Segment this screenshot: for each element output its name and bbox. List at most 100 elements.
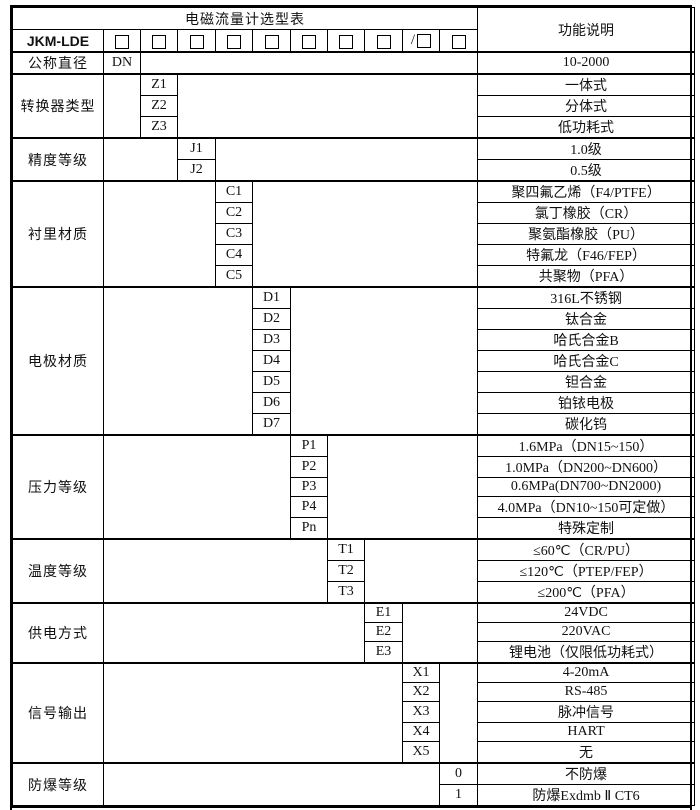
empty-cell xyxy=(103,137,178,182)
desc-cell: 分体式 xyxy=(477,95,696,117)
signal-checkbox[interactable] xyxy=(417,33,432,48)
desc-cell: 316L不锈钢 xyxy=(477,286,696,309)
desc-cell: 低功耗式 xyxy=(477,116,696,139)
slash-separator: / xyxy=(410,32,416,49)
model-prefix-label: JKM-LDE xyxy=(12,29,104,53)
code-cell: D7 xyxy=(252,413,291,436)
checkbox-cell-pressure[interactable] xyxy=(290,29,328,53)
code-cell: D5 xyxy=(252,371,291,393)
accuracy-checkbox[interactable] xyxy=(189,34,204,49)
code-cell: X1 xyxy=(402,662,440,683)
code-cell: X2 xyxy=(402,682,440,702)
dn-checkbox[interactable] xyxy=(115,34,129,49)
desc-cell: 一体式 xyxy=(477,73,696,96)
code-cell: E1 xyxy=(364,602,403,623)
desc-cell: 哈氏合金B xyxy=(477,329,696,351)
desc-cell: RS-485 xyxy=(477,682,696,702)
checkbox-cell-dn[interactable] xyxy=(103,29,141,53)
code-cell: X4 xyxy=(402,722,440,742)
power-checkbox[interactable] xyxy=(376,34,391,49)
selection-sheet: 电磁流量计选型表 功能说明 JKM-LDE / 公称直径 DN 10-2000 … xyxy=(10,5,696,810)
desc-cell: 哈氏合金C xyxy=(477,350,696,372)
code-cell: 0 xyxy=(438,762,479,785)
function-column-header: 功能说明 xyxy=(477,7,696,53)
desc-cell: 氯丁橡胶（CR） xyxy=(477,202,696,224)
desc-cell: 脉冲信号 xyxy=(477,701,696,723)
code-cell: D4 xyxy=(252,350,291,372)
desc-cell: 碳化钨 xyxy=(477,413,696,436)
checkbox-cell-explosion[interactable] xyxy=(438,29,479,53)
checkbox-cell-converter[interactable] xyxy=(140,29,178,53)
desc-cell: HART xyxy=(477,722,696,742)
desc-cell: 1.6MPa（DN15~150） xyxy=(477,434,696,457)
empty-cell xyxy=(103,762,440,806)
category-label-converter: 转换器类型 xyxy=(12,73,104,139)
code-cell: P2 xyxy=(290,456,328,478)
code-cell: Z2 xyxy=(140,95,178,117)
category-label-electrode: 电极材质 xyxy=(12,286,104,436)
selection-table: 电磁流量计选型表 功能说明 JKM-LDE / 公称直径 DN 10-2000 … xyxy=(11,7,696,806)
desc-cell: 0.5级 xyxy=(477,159,696,182)
desc-cell: 24VDC xyxy=(477,602,696,623)
code-cell: J1 xyxy=(177,137,216,160)
checkbox-cell-accuracy[interactable] xyxy=(177,29,216,53)
category-label-power: 供电方式 xyxy=(12,602,104,664)
desc-cell: 不防爆 xyxy=(477,762,696,785)
code-cell: P3 xyxy=(290,477,328,497)
empty-cell xyxy=(214,137,479,182)
empty-cell xyxy=(103,73,141,139)
code-cell: C5 xyxy=(215,265,253,288)
code-cell: E3 xyxy=(364,641,403,664)
empty-cell xyxy=(438,662,479,764)
empty-cell xyxy=(139,51,479,75)
code-cell: X5 xyxy=(402,741,440,764)
page-title: 电磁流量计选型表 xyxy=(11,7,479,30)
empty-cell xyxy=(176,73,479,139)
desc-cell: 220VAC xyxy=(477,622,696,642)
desc-cell: 4.0MPa（DN10~150可定做） xyxy=(477,496,696,518)
desc-cell: 钛合金 xyxy=(477,308,696,330)
code-cell: T3 xyxy=(327,581,365,604)
desc-cell: 0.6MPa(DN700~DN2000) xyxy=(477,477,696,497)
category-label-dn: 公称直径 xyxy=(12,51,104,75)
pressure-checkbox[interactable] xyxy=(302,34,316,49)
category-label-lining: 衬里材质 xyxy=(12,180,104,288)
empty-cell xyxy=(103,434,291,540)
code-cell: Z3 xyxy=(140,116,178,139)
checkbox-cell-signal[interactable]: / xyxy=(402,29,440,53)
checkbox-cell-lining[interactable] xyxy=(215,29,253,53)
checkbox-cell-electrode[interactable] xyxy=(252,29,291,53)
empty-cell xyxy=(251,180,479,288)
example-block: 选型实例:JKM-LDE-50-Z1J1C1D1P1T1E1X10，即为一体式D… xyxy=(12,806,690,810)
empty-cell xyxy=(326,434,479,540)
explosion-checkbox[interactable] xyxy=(451,34,466,49)
checkbox-cell-temperature[interactable] xyxy=(327,29,365,53)
desc-cell: 铂铱电极 xyxy=(477,392,696,414)
electrode-checkbox[interactable] xyxy=(264,34,279,49)
desc-cell: 特氟龙（F46/FEP） xyxy=(477,244,696,266)
desc-cell: 1.0级 xyxy=(477,137,696,160)
code-cell: D3 xyxy=(252,329,291,351)
lining-checkbox[interactable] xyxy=(227,34,241,49)
code-cell: D1 xyxy=(252,286,291,309)
desc-cell: ≤120℃（PTEP/FEP） xyxy=(477,560,696,582)
code-cell: P4 xyxy=(290,496,328,518)
empty-cell xyxy=(363,538,479,604)
code-cell: Pn xyxy=(290,517,328,540)
desc-cell: 聚四氟乙烯（F4/PTFE） xyxy=(477,180,696,203)
checkbox-cell-power[interactable] xyxy=(364,29,403,53)
code-cell: D6 xyxy=(252,392,291,414)
code-cell: E2 xyxy=(364,622,403,642)
temperature-checkbox[interactable] xyxy=(339,34,353,49)
empty-cell xyxy=(103,286,253,436)
desc-cell: ≤60℃（CR/PU） xyxy=(477,538,696,561)
code-cell: C2 xyxy=(215,202,253,224)
code-cell: D2 xyxy=(252,308,291,330)
desc-cell: 聚氨酯橡胶（PU） xyxy=(477,223,696,245)
category-label-temperature: 温度等级 xyxy=(12,538,104,604)
empty-cell xyxy=(401,602,479,664)
desc-cell: 锂电池（仅限低功耗式） xyxy=(477,641,696,664)
converter-checkbox[interactable] xyxy=(152,34,166,49)
code-cell: Z1 xyxy=(140,73,178,96)
code-cell: C4 xyxy=(215,244,253,266)
